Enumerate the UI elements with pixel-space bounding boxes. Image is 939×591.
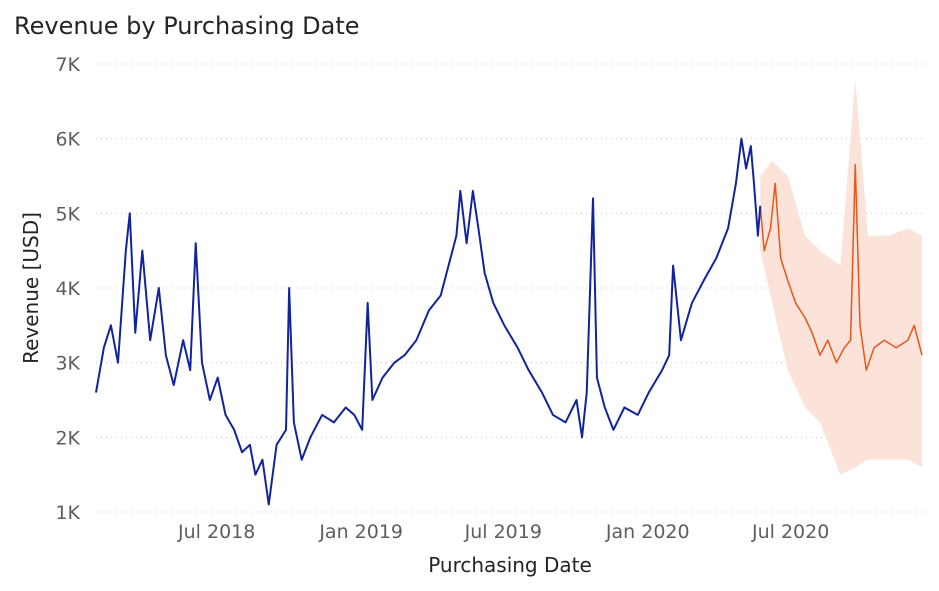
forecast-confidence-band [760, 78, 922, 475]
x-tick-label: Jul 2020 [751, 521, 829, 543]
y-tick-label: 4K [55, 278, 80, 300]
x-tick-label: Jan 2019 [318, 521, 403, 543]
y-tick-label: 3K [55, 353, 80, 375]
x-tick-label: Jan 2020 [605, 521, 690, 543]
x-tick-label: Jul 2019 [464, 521, 542, 543]
y-tick-label: 7K [55, 54, 80, 76]
y-tick-label: 6K [55, 129, 80, 151]
x-tick-label: Jul 2018 [177, 521, 255, 543]
y-tick-label: 1K [55, 502, 80, 524]
y-tick-label: 5K [55, 203, 80, 225]
x-axis-title: Purchasing Date [428, 553, 592, 577]
forecast-line [759, 164, 923, 371]
y-axis-tick-labels: 1K 2K 3K 4K 5K 6K 7K [55, 54, 80, 524]
actual-revenue-line [95, 137, 762, 506]
chart-title: Revenue by Purchasing Date [14, 12, 360, 40]
x-axis-tick-labels: Jul 2018 Jan 2019 Jul 2019 Jan 2020 Jul 2020 [177, 521, 829, 543]
y-tick-label: 2K [55, 427, 80, 449]
y-axis-title: Revenue [USD] [19, 212, 43, 364]
plot-area [95, 78, 923, 506]
